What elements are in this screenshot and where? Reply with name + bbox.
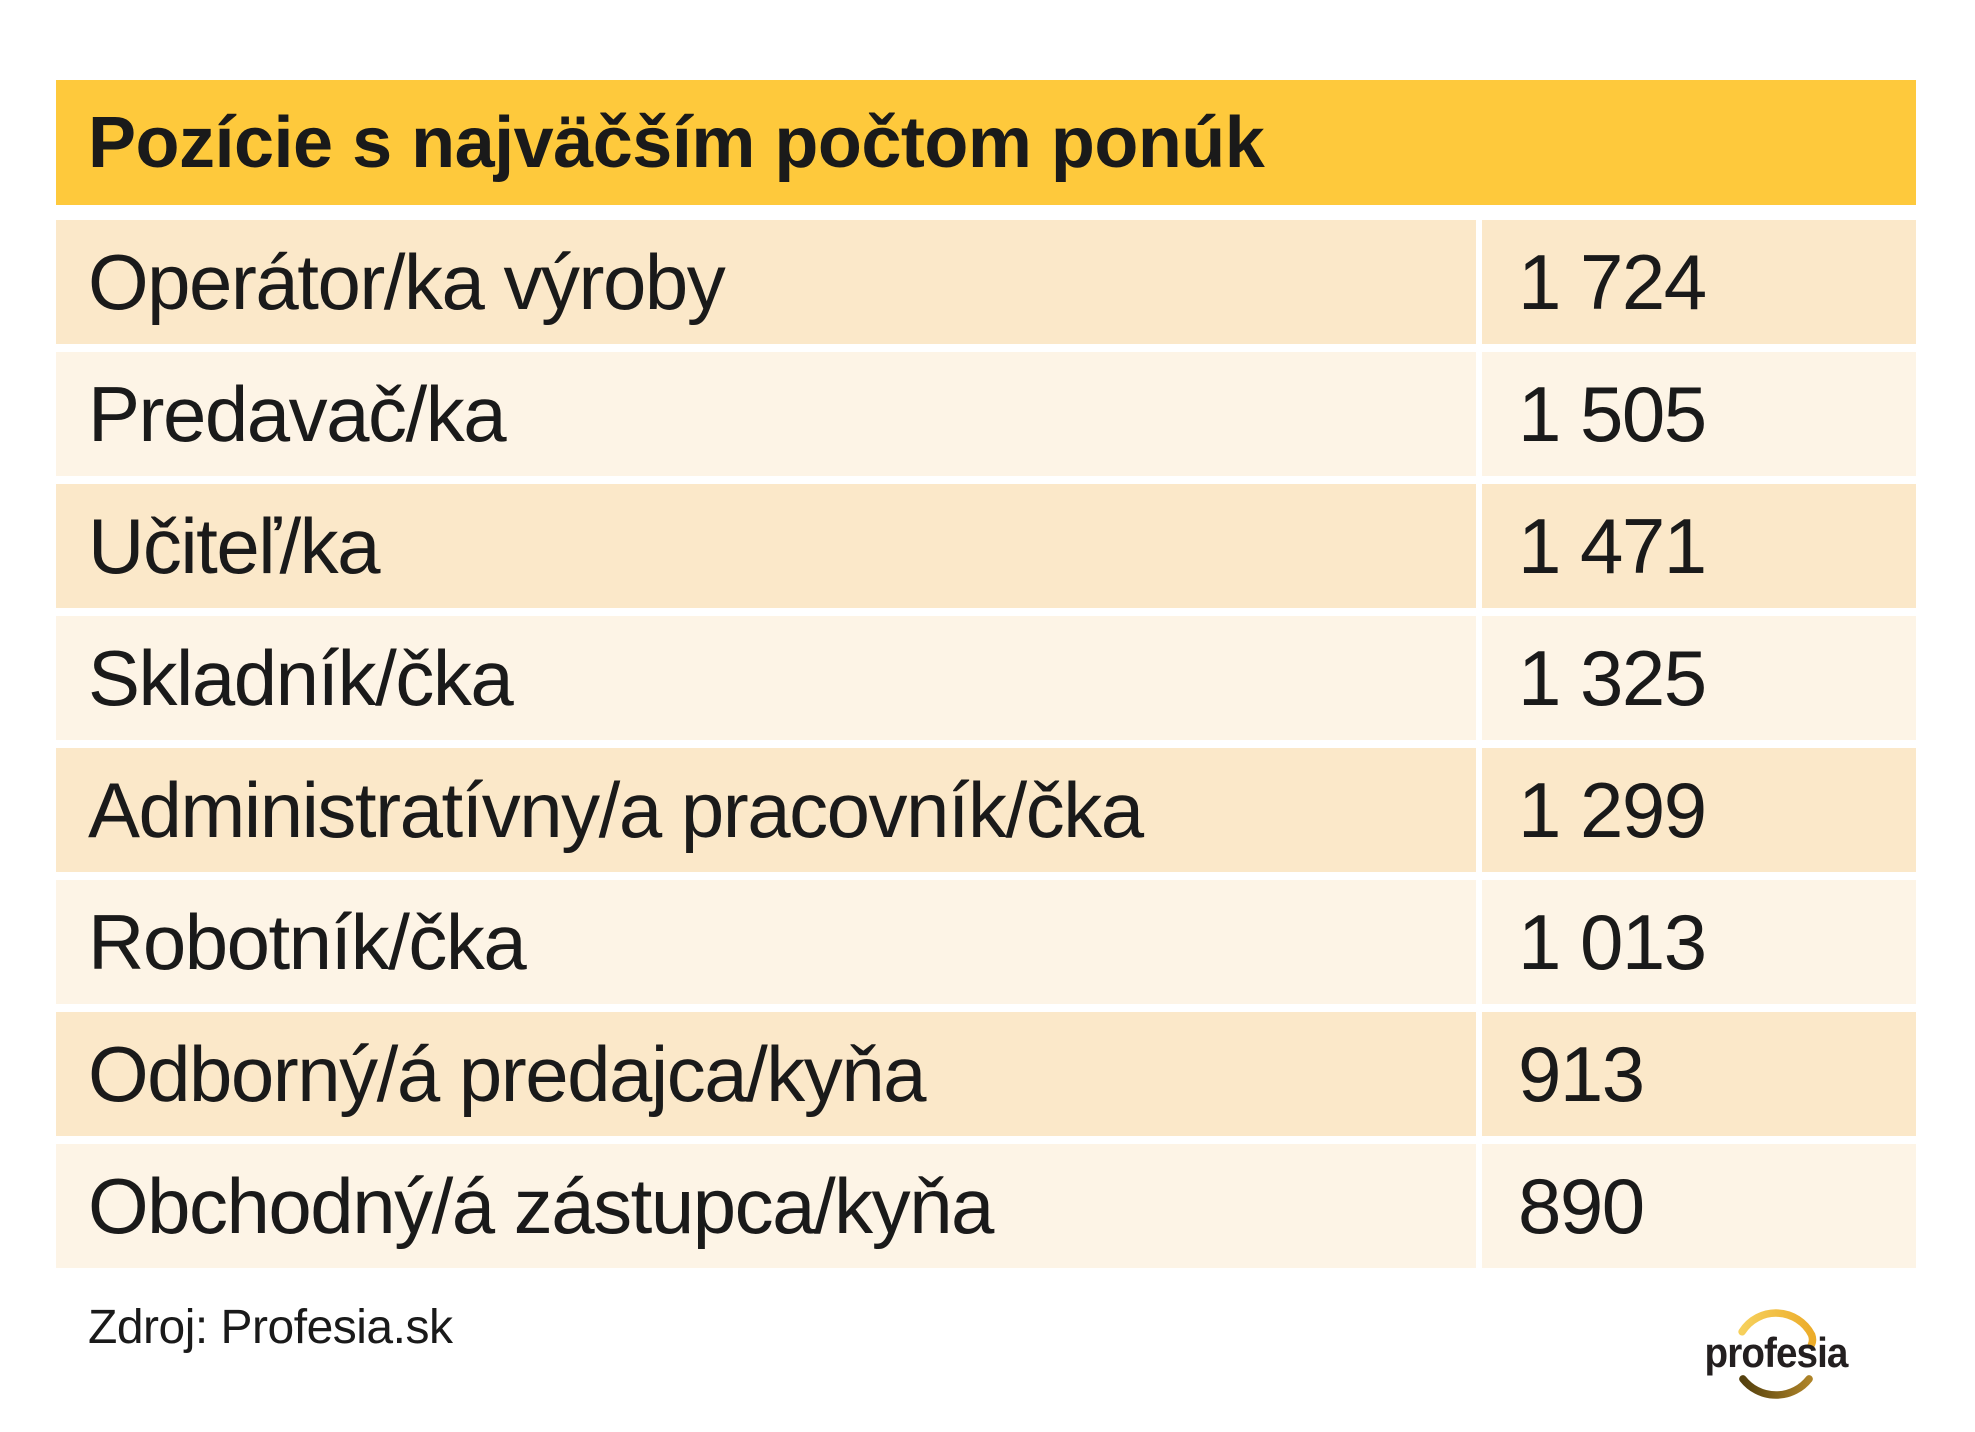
offer-count: 890: [1518, 1161, 1645, 1250]
position-label-cell: Obchodný/á zástupca/kyňa: [56, 1144, 1476, 1268]
position-label: Obchodný/á zástupca/kyňa: [88, 1161, 994, 1250]
position-label: Predavač/ka: [88, 369, 507, 458]
source-text: Zdroj: Profesia.sk: [88, 1301, 453, 1354]
offer-count-cell: 1 013: [1482, 880, 1916, 1004]
position-label-cell: Administratívny/a pracovník/čka: [56, 748, 1476, 872]
logo-text: profesia: [1704, 1329, 1849, 1376]
offer-count: 1 013: [1518, 897, 1707, 986]
position-label: Skladník/čka: [88, 633, 514, 722]
position-label-cell: Predavač/ka: [56, 352, 1476, 476]
table-row: Obchodný/á zástupca/kyňa 890: [56, 1144, 1916, 1268]
position-label: Robotník/čka: [88, 897, 527, 986]
offer-count: 1 471: [1518, 501, 1707, 590]
position-label: Operátor/ka výroby: [88, 237, 726, 326]
offer-count-cell: 1 471: [1482, 484, 1916, 608]
position-label: Odborný/á predajca/kyňa: [88, 1029, 927, 1118]
offer-count: 913: [1518, 1029, 1645, 1118]
table-row: Predavač/ka 1 505: [56, 352, 1916, 476]
positions-table: Operátor/ka výroby 1 724 Predavač/ka 1 5…: [56, 220, 1916, 1268]
logo-swoosh-icon: [1738, 1309, 1817, 1399]
position-label-cell: Robotník/čka: [56, 880, 1476, 1004]
page-title: Pozície s najväčším počtom ponúk: [88, 102, 1265, 183]
profesia-logo: profesia: [1686, 1298, 1866, 1408]
offer-count-cell: 1 299: [1482, 748, 1916, 872]
offer-count: 1 325: [1518, 633, 1707, 722]
position-label-cell: Skladník/čka: [56, 616, 1476, 740]
table-row: Učiteľ/ka 1 471: [56, 484, 1916, 608]
table-header: Pozície s najväčším počtom ponúk: [56, 80, 1916, 205]
position-label: Administratívny/a pracovník/čka: [88, 765, 1144, 854]
position-label-cell: Učiteľ/ka: [56, 484, 1476, 608]
offer-count: 1 724: [1518, 237, 1707, 326]
offer-count-cell: 1 325: [1482, 616, 1916, 740]
table-row: Robotník/čka 1 013: [56, 880, 1916, 1004]
offer-count-cell: 1 724: [1482, 220, 1916, 344]
offer-count-cell: 1 505: [1482, 352, 1916, 476]
table-row: Administratívny/a pracovník/čka 1 299: [56, 748, 1916, 872]
offer-count: 1 299: [1518, 765, 1707, 854]
position-label-cell: Odborný/á predajca/kyňa: [56, 1012, 1476, 1136]
table-row: Operátor/ka výroby 1 724: [56, 220, 1916, 344]
offer-count: 1 505: [1518, 369, 1707, 458]
position-label: Učiteľ/ka: [88, 501, 381, 590]
table-row: Odborný/á predajca/kyňa 913: [56, 1012, 1916, 1136]
position-label-cell: Operátor/ka výroby: [56, 220, 1476, 344]
offer-count-cell: 890: [1482, 1144, 1916, 1268]
table-row: Skladník/čka 1 325: [56, 616, 1916, 740]
offer-count-cell: 913: [1482, 1012, 1916, 1136]
